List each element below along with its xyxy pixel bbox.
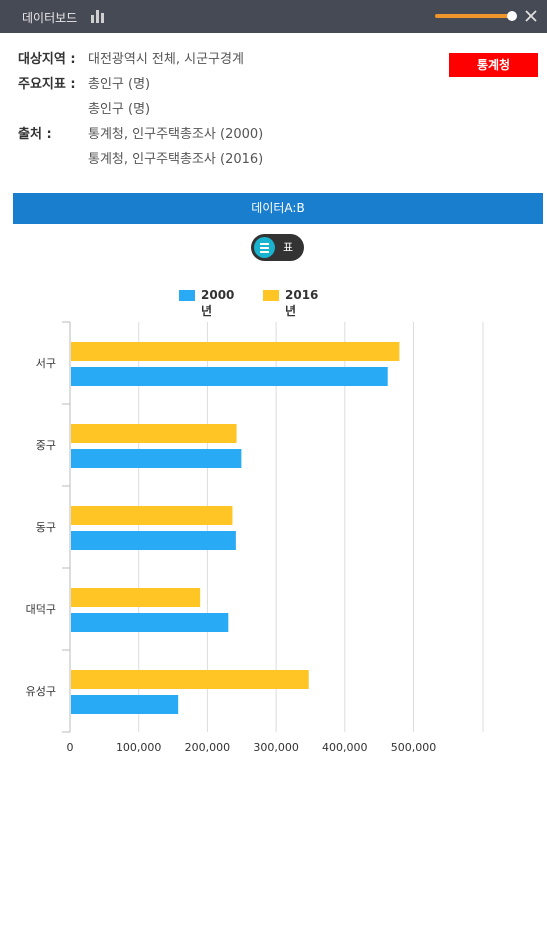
category-label: 대덕구 bbox=[26, 603, 56, 616]
bar-2000 bbox=[71, 613, 229, 632]
region-label: 대상지역 : bbox=[18, 52, 76, 67]
legend-label-2016: 2016년 bbox=[285, 288, 319, 318]
x-tick-label: 300,000 bbox=[253, 741, 299, 754]
region-value: 대전광역시 전체, 시군구경계 bbox=[88, 52, 244, 67]
category-label: 서구 bbox=[36, 357, 56, 370]
legend-swatch-2016 bbox=[263, 290, 279, 301]
category-label: 동구 bbox=[36, 521, 56, 534]
source-label: 출처 : bbox=[18, 127, 52, 142]
info-panel: 대상지역 : 대전광역시 전체, 시군구경계 주요지표 : 총인구 (명) 총인… bbox=[18, 50, 438, 175]
x-tick-label: 400,000 bbox=[322, 741, 368, 754]
indicator-value: 총인구 (명) bbox=[88, 102, 151, 117]
bar-2016 bbox=[71, 506, 233, 525]
source-button[interactable]: 통계청 bbox=[449, 53, 538, 77]
zoom-slider-handle[interactable] bbox=[507, 11, 517, 21]
x-tick-label: 0 bbox=[67, 741, 74, 754]
category-label: 유성구 bbox=[26, 685, 56, 698]
chart-legend: 2000년 2016년 bbox=[0, 288, 547, 318]
bar-chart: 0 100,000 200,000 300,000 400,000 500,000 서구중구… bbox=[26, 321, 484, 754]
bar-2016 bbox=[71, 424, 237, 443]
top-bar: 데이터보드 bbox=[0, 0, 547, 33]
category-label: 중구 bbox=[36, 439, 56, 452]
bar-2000 bbox=[71, 695, 179, 714]
x-tick-label: 200,000 bbox=[185, 741, 231, 754]
app-title: 데이터보드 bbox=[22, 11, 78, 25]
bar-2016 bbox=[71, 588, 201, 607]
table-view-label[interactable]: 표 bbox=[283, 241, 294, 254]
bar-2016 bbox=[71, 342, 400, 361]
list-icon[interactable] bbox=[254, 237, 275, 258]
zoom-slider-track[interactable] bbox=[435, 14, 511, 18]
source-value: 통계청, 인구주택총조사 (2000) bbox=[88, 127, 264, 142]
data-bar: 데이터A:B bbox=[13, 193, 543, 224]
x-tick-label: 100,000 bbox=[116, 741, 162, 754]
bar-2000 bbox=[71, 531, 236, 550]
view-toggle[interactable]: 표 bbox=[251, 234, 304, 261]
bar-2000 bbox=[71, 449, 242, 468]
x-tick-label: 500,000 bbox=[391, 741, 437, 754]
legend-label-2000: 2000년 bbox=[201, 288, 235, 318]
source-value: 통계청, 인구주택총조사 (2016) bbox=[88, 152, 264, 167]
indicator-value: 총인구 (명) bbox=[88, 77, 151, 92]
legend-swatch-2000 bbox=[179, 290, 195, 301]
bar-2000 bbox=[71, 367, 388, 386]
bar-chart-icon[interactable] bbox=[91, 10, 105, 23]
bar-2016 bbox=[71, 670, 309, 689]
indicator-label: 주요지표 : bbox=[18, 77, 76, 92]
close-icon[interactable] bbox=[523, 8, 539, 24]
